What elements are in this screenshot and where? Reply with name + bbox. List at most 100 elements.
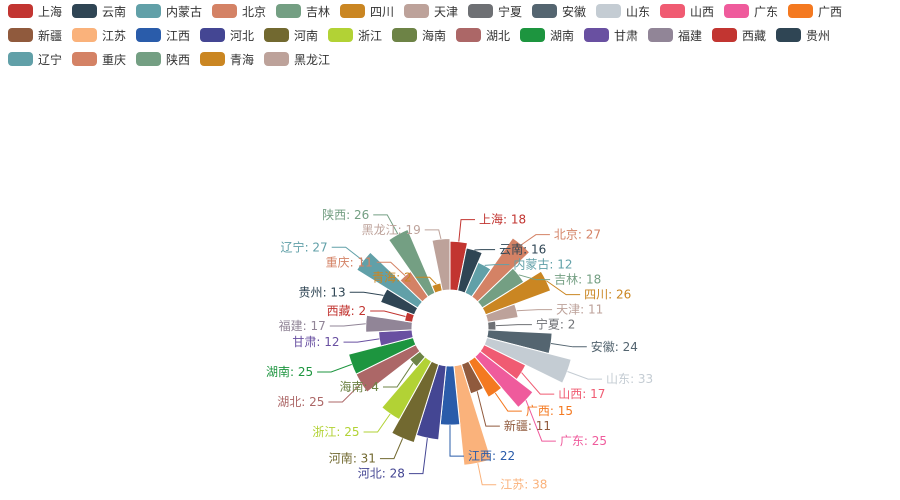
data-label: 上海: 18 [479,212,526,227]
rose-slice[interactable] [431,238,451,292]
legend-label: 江苏 [102,29,126,43]
rose-slice[interactable] [481,270,552,316]
rose-slice[interactable] [457,247,483,294]
data-label: 新疆: 11 [504,418,551,433]
legend-item[interactable]: 甘肃 [584,28,638,43]
data-label-value: 19 [405,223,420,237]
leader-line [424,229,442,240]
legend-swatch [136,52,161,66]
data-label-name: 辽宁 [281,239,305,254]
rose-slice[interactable] [467,356,503,398]
data-label-separator: : [303,319,311,333]
rose-slice[interactable] [387,228,436,298]
data-label-name: 黑龙江 [362,223,398,237]
legend-item[interactable]: 青海 [200,52,254,67]
rose-slice[interactable] [356,251,424,309]
legend-item[interactable]: 上海 [8,4,62,19]
legend-item[interactable]: 广东 [724,4,778,19]
legend-item[interactable]: 河南 [264,28,318,43]
data-label-separator: : [398,223,406,237]
legend-item[interactable]: 内蒙古 [136,4,202,19]
leader-line [458,219,476,242]
rose-slice[interactable] [484,303,519,323]
rose-slice[interactable] [365,314,414,333]
legend-item[interactable]: 福建 [648,28,702,43]
data-label: 辽宁: 27 [281,239,328,254]
rose-slice[interactable] [471,237,531,303]
legend-item[interactable]: 贵州 [776,28,830,43]
data-label-name: 河南 [329,451,353,466]
legend-item[interactable]: 浙江 [328,28,382,43]
legend-item[interactable]: 吉林 [276,4,330,19]
data-label-separator: : [528,419,536,433]
legend-item[interactable]: 湖北 [456,28,510,43]
legend-swatch [136,28,161,42]
legend-label: 甘肃 [614,29,638,43]
data-label-name: 四川 [584,288,608,302]
leader-line [370,310,406,317]
legend-item[interactable]: 安徽 [532,4,586,19]
data-label-value: 25 [592,434,607,448]
data-label-value: 11 [588,303,603,317]
legend-item[interactable]: 江西 [136,28,190,43]
legend-item[interactable]: 海南 [392,28,446,43]
leader-line [408,438,428,475]
legend-item[interactable]: 黑龙江 [264,52,330,67]
data-label: 海南: 4 [339,379,379,394]
legend-item[interactable]: 河北 [200,28,254,43]
data-label-value: 26 [616,288,631,302]
data-label: 安徽: 24 [591,339,638,354]
legend-item[interactable]: 宁夏 [468,4,522,19]
leader-line [449,425,464,457]
data-label: 山东: 33 [606,372,653,386]
legend-item[interactable]: 江苏 [72,28,126,43]
legend-item[interactable]: 山东 [596,4,650,19]
legend-item[interactable]: 西藏 [712,28,766,43]
legend-item[interactable]: 陕西 [136,52,190,67]
data-label: 天津: 11 [556,303,603,317]
leader-line [494,392,522,412]
rose-slice[interactable] [453,363,492,466]
data-label-value: 4 [371,380,379,394]
data-label-separator: : [336,425,344,439]
legend-item[interactable]: 重庆 [72,52,126,67]
rose-slice[interactable] [381,356,433,421]
legend-item[interactable]: 新疆 [8,28,62,43]
data-label-value: 17 [311,319,326,333]
legend-item[interactable]: 山西 [660,4,714,19]
legend-item[interactable]: 辽宁 [8,52,62,67]
data-label-separator: : [353,452,361,466]
data-label-name: 江西 [468,449,492,463]
legend-swatch [456,28,481,42]
leader-line [550,342,587,348]
data-label-value: 12 [324,335,339,349]
leader-line [476,391,500,427]
data-label: 重庆: 11 [326,255,373,269]
legend-item[interactable]: 云南 [72,4,126,19]
data-label-name: 湖北 [277,394,301,409]
legend-label: 海南 [422,28,446,43]
rose-slice[interactable] [483,336,572,384]
legend-item[interactable]: 天津 [404,4,458,19]
rose-slice[interactable] [449,240,469,292]
legend-item[interactable]: 湖南 [520,28,574,43]
leader-line [317,363,352,373]
data-label-separator: : [346,208,354,222]
data-label-value: 11 [536,419,551,433]
legend-swatch [200,52,225,66]
legend-label: 天津 [434,5,458,19]
rose-slice[interactable] [391,360,440,444]
data-label-name: 湖南 [266,364,290,379]
data-label-name: 吉林 [554,273,578,287]
legend-item[interactable]: 广西 [788,4,842,19]
data-label: 广西: 15 [526,404,573,418]
rose-slice[interactable] [347,336,417,375]
rose-slice[interactable] [474,350,534,409]
leader-line [379,438,404,460]
legend-label: 安徽 [562,4,586,19]
data-label: 青海: 2 [372,269,412,284]
legend-item[interactable]: 四川 [340,4,394,19]
legend-item[interactable]: 北京 [212,4,266,19]
rose-slice[interactable] [486,320,497,331]
data-label-separator: : [580,303,588,317]
